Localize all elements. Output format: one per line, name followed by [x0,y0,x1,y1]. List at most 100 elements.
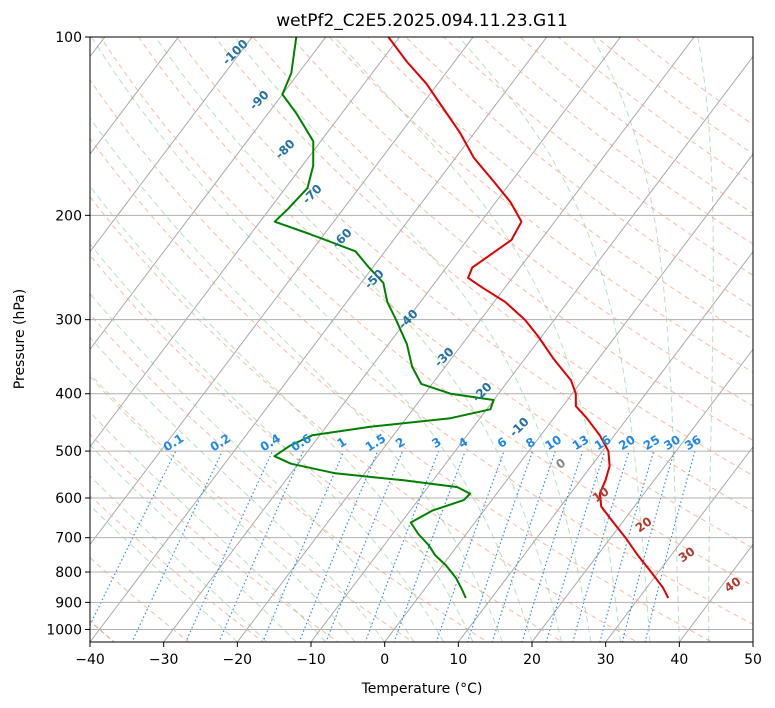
x-tick-label: −20 [223,652,253,668]
mixing-ratio-label: 6 [495,435,510,451]
isotherm-line [752,641,753,642]
y-tick-label: 300 [55,313,82,329]
sounding-profiles [273,37,670,599]
dewpoint-profile [273,37,495,599]
mixing-ratio-label: 16 [592,432,614,453]
temperature-profile [387,37,670,599]
moist-adiabat-line [155,37,562,642]
y-tick-label: 400 [55,387,82,403]
moist-adiabat-label: -100 [220,37,251,68]
dry-adiabat-line [90,254,564,642]
mixing-ratio-label: 30 [661,432,683,453]
moist-adiabat-line [90,411,327,642]
chart-title: wetPf2_C2E5.2025.094.11.23.G11 [276,11,568,31]
dry-adiabat-line [90,433,340,642]
dry-adiabat-line [252,37,753,441]
moist-adiabat-line [591,37,680,642]
mixing-ratio-line [325,450,404,642]
x-axis-title: Temperature (°C) [361,681,483,697]
dry-adiabat-label: 0 [553,456,568,472]
x-tick-label: 50 [744,652,762,668]
moist-adiabat-label: -80 [273,137,298,162]
mixing-ratio-line [435,450,505,642]
pressure-gridlines [90,37,753,630]
moist-adiabat-line [90,293,415,642]
isotherm-line [163,37,622,642]
moist-adiabat-label: -90 [247,88,272,113]
y-tick-label: 1000 [46,622,82,638]
moist-adiabat-line [90,444,297,642]
moist-adiabat-line [697,37,714,642]
x-tick-label: 30 [597,652,615,668]
x-axis: −40 −30 −20 −10 0 10 20 30 40 50 [75,642,762,668]
y-axis: 100 200 300 400 500 600 700 800 900 1000 [46,30,90,638]
isotherm-line [678,543,753,642]
moist-adiabat-line [90,475,268,642]
mixing-ratio-line [298,450,379,642]
dry-adiabat-line [481,37,753,245]
mixing-ratio-label: 1 [335,435,350,451]
mixing-ratio-line [131,450,223,642]
mixing-ratio-label: 4 [456,435,471,451]
dry-adiabat-line [404,37,753,308]
moist-adiabat-label: -30 [432,345,457,370]
dry-adiabat-line [557,37,753,184]
background-lines [90,37,753,642]
dry-adiabat-line [90,373,414,642]
moist-adiabat-line [90,375,356,642]
dry-adiabat-line [176,37,753,513]
dry-adiabat-line [90,494,265,642]
mixing-ratio-label: 25 [641,432,663,453]
isotherm-line [531,348,753,642]
x-tick-label: −10 [296,652,326,668]
isotherm-line [90,37,253,253]
dry-adiabat-line [290,37,753,407]
isotherm-line [310,55,753,642]
dry-adiabat-label: 20 [633,514,655,535]
dry-adiabat-line [90,78,753,625]
isotherm-line [90,37,180,155]
dry-adiabat-line [90,137,713,642]
dry-adiabat-line [328,37,753,373]
y-tick-label: 200 [55,208,82,224]
isotherm-line [90,37,548,642]
moist-adiabat-line [90,504,238,642]
moist-adiabat-line [458,37,651,642]
x-tick-label: 20 [523,652,541,668]
y-tick-label: 900 [55,595,82,611]
isotherm-line [605,446,753,642]
y-tick-label: 500 [55,444,82,460]
mixing-ratio-label: 10 [542,432,564,453]
dry-adiabat-line [90,196,639,642]
isotherm-line [457,250,753,642]
dry-adiabat-line [90,556,190,642]
moist-adiabat-line [90,336,386,642]
isotherm-line [236,37,695,642]
moist-adiabat-line [91,37,533,642]
mixing-ratio-line [393,450,466,642]
dry-adiabat-line [366,37,753,340]
moist-adiabat-line [234,37,592,642]
moist-adiabat-line [90,185,474,642]
moist-adiabat-line [90,243,445,642]
mixing-ratio-line [521,450,584,642]
moist-adiabat-label: -60 [330,226,355,251]
isotherm-line [90,37,327,351]
dry-adiabat-line [443,37,753,276]
isotherm-line [90,37,474,546]
moist-adiabat-label: -70 [300,182,325,207]
dry-adiabat-line [90,313,489,642]
mixing-ratio-label: 3 [429,435,444,451]
mixing-ratio-label: 20 [616,432,638,453]
y-axis-title: Pressure (hPa) [12,289,28,389]
x-tick-label: −40 [75,652,105,668]
y-tick-label: 100 [55,30,82,46]
x-tick-label: 10 [449,652,467,668]
moist-adiabat-line [90,116,503,642]
dry-adiabat-label: 40 [722,574,744,595]
x-tick-label: 40 [670,652,688,668]
mixing-ratio-line [466,450,534,642]
dry-adiabat-label: 30 [676,544,698,565]
x-tick-label: −30 [149,652,179,668]
